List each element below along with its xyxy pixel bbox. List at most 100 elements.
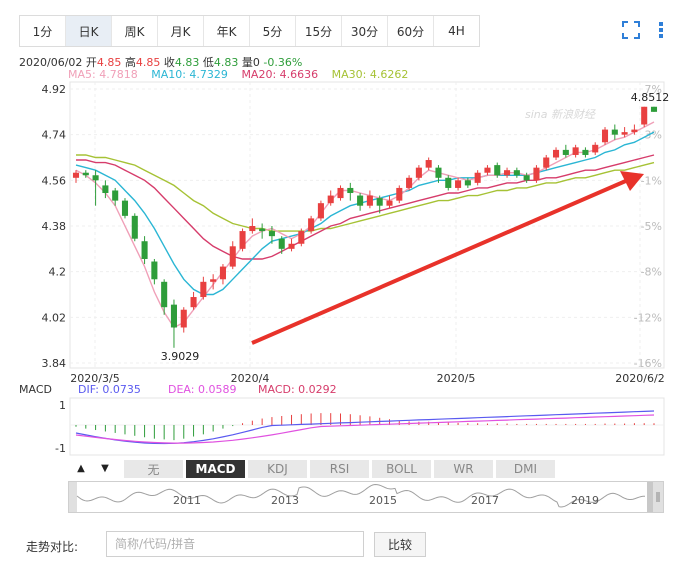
candle-body bbox=[425, 160, 432, 168]
tab-4h[interactable]: 4H bbox=[448, 24, 465, 38]
close-label: 收 bbox=[163, 56, 175, 69]
indicator-rsi[interactable]: RSI bbox=[309, 459, 370, 479]
candle-body bbox=[239, 231, 246, 249]
pct-tick-label: -12% bbox=[634, 311, 662, 324]
candle-body bbox=[366, 195, 373, 206]
ma5-label: MA5: 4.7818 bbox=[68, 68, 138, 81]
tab-monthly-k[interactable]: 月K bbox=[158, 16, 204, 46]
candle-body bbox=[611, 129, 618, 135]
navigator-left-handle[interactable] bbox=[69, 482, 77, 512]
candle-body bbox=[317, 203, 324, 219]
navigator-overview-line bbox=[76, 483, 645, 508]
candle-body bbox=[180, 309, 187, 328]
tab-1min[interactable]: 1分 bbox=[20, 16, 66, 46]
tab-5min[interactable]: 5分 bbox=[250, 16, 296, 46]
scroll-controls: ▲ ▼ bbox=[69, 459, 117, 480]
compare-label: 走势对比: bbox=[26, 540, 79, 554]
candle-body bbox=[533, 167, 540, 181]
fullscreen-icon[interactable] bbox=[622, 21, 640, 39]
candle-body bbox=[219, 266, 226, 280]
high-label: 高 bbox=[124, 56, 136, 69]
candle-body bbox=[396, 187, 403, 201]
candle-body bbox=[170, 304, 178, 328]
navigator-right-handle[interactable] bbox=[653, 482, 663, 512]
pct-tick-label: -8% bbox=[641, 266, 662, 279]
macd-y-tick: -1 bbox=[55, 442, 66, 455]
watermark-text: sina 新浪财经 bbox=[525, 108, 596, 121]
candle-body bbox=[415, 167, 422, 178]
candle-body bbox=[474, 172, 481, 183]
trend-arrow-head bbox=[620, 171, 644, 191]
candle-body bbox=[72, 172, 80, 178]
candle-body bbox=[259, 228, 266, 232]
pct-tick-label: -16% bbox=[634, 357, 662, 370]
compare-button[interactable]: 比较 bbox=[374, 532, 426, 557]
pct-tick-label: 3% bbox=[645, 129, 662, 142]
pct-tick-label: 7% bbox=[645, 83, 662, 96]
candle-body bbox=[376, 198, 383, 206]
candle-body bbox=[347, 187, 354, 194]
candle-body bbox=[308, 218, 315, 232]
candle-body bbox=[249, 226, 256, 232]
candle-body bbox=[455, 180, 462, 188]
ma20-line bbox=[76, 154, 655, 260]
dif-line bbox=[75, 410, 655, 445]
candle-body bbox=[92, 175, 99, 181]
candle-body bbox=[82, 172, 89, 176]
navigator-selection[interactable] bbox=[647, 482, 653, 512]
ma10-line bbox=[75, 131, 655, 296]
candle-body bbox=[200, 281, 207, 298]
nav-year-2015: 2015 bbox=[369, 494, 397, 507]
x-tick-label: 2020/6/2 bbox=[615, 372, 664, 385]
indicator-macd[interactable]: MACD bbox=[185, 459, 246, 479]
tab-yearly-k[interactable]: 年K bbox=[204, 16, 250, 46]
candle-body bbox=[562, 149, 569, 155]
indicator-none[interactable]: 无 bbox=[123, 459, 184, 479]
x-tick-label: 2020/4 bbox=[231, 372, 270, 385]
candle-body bbox=[631, 129, 638, 133]
macd-title: MACD bbox=[19, 383, 52, 396]
candlestick-chart[interactable]: 4.92 7% 4.74 3% 4.56 -1% 4.38 -5% 4.2 -8% 4.02 -12%… bbox=[0, 0, 690, 460]
dea-label: DEA: 0.0589 bbox=[168, 383, 236, 396]
candle-body bbox=[445, 177, 452, 188]
tab-daily-k[interactable]: 日K bbox=[66, 16, 112, 46]
dea-line bbox=[75, 414, 655, 444]
candle-body bbox=[357, 195, 364, 206]
tab-60min[interactable]: 60分 bbox=[388, 16, 434, 46]
indicator-dmi[interactable]: DMI bbox=[495, 459, 556, 479]
candle-body bbox=[464, 180, 471, 186]
x-tick-label: 2020/5 bbox=[437, 372, 476, 385]
ma10-label: MA10: 4.7329 bbox=[151, 68, 228, 81]
candle-body bbox=[141, 241, 148, 259]
candle-body bbox=[298, 231, 305, 244]
tab-30min[interactable]: 30分 bbox=[342, 16, 388, 46]
more-icon[interactable] bbox=[652, 21, 670, 39]
indicator-kdj[interactable]: KDJ bbox=[247, 459, 308, 479]
candle-body bbox=[151, 261, 158, 280]
nav-year-2017: 2017 bbox=[471, 494, 499, 507]
candle-body bbox=[131, 215, 138, 239]
candle-body bbox=[268, 231, 275, 237]
min-price-label: 3.9029 bbox=[161, 350, 200, 363]
indicator-boll[interactable]: BOLL bbox=[371, 459, 432, 479]
candle-body bbox=[552, 149, 560, 158]
candle-body bbox=[650, 106, 658, 112]
trend-arrow-line bbox=[251, 178, 629, 345]
y-tick-label: 4.56 bbox=[42, 174, 67, 187]
scroll-down-icon[interactable]: ▼ bbox=[101, 463, 109, 474]
indicator-wr[interactable]: WR bbox=[433, 459, 494, 479]
macd-value-label: MACD: 0.0292 bbox=[258, 383, 337, 396]
time-navigator[interactable]: 2011 2013 2015 2017 2019 bbox=[68, 481, 664, 513]
candle-body bbox=[621, 132, 628, 135]
nav-year-2011: 2011 bbox=[173, 494, 201, 507]
ma30-label: MA30: 4.6262 bbox=[331, 68, 409, 81]
tab-weekly-k[interactable]: 周K bbox=[112, 16, 158, 46]
open-value: 4.85 bbox=[96, 56, 122, 69]
compare-search-input[interactable] bbox=[106, 531, 364, 557]
tab-15min[interactable]: 15分 bbox=[296, 16, 342, 46]
period-tabs: 1分 日K 周K 月K 年K 5分 15分 30分 60分 4H bbox=[19, 15, 480, 47]
y-tick-label: 4.92 bbox=[42, 83, 67, 96]
macd-frame bbox=[69, 397, 665, 456]
candle-body bbox=[641, 106, 648, 125]
scroll-up-icon[interactable]: ▲ bbox=[77, 463, 85, 474]
